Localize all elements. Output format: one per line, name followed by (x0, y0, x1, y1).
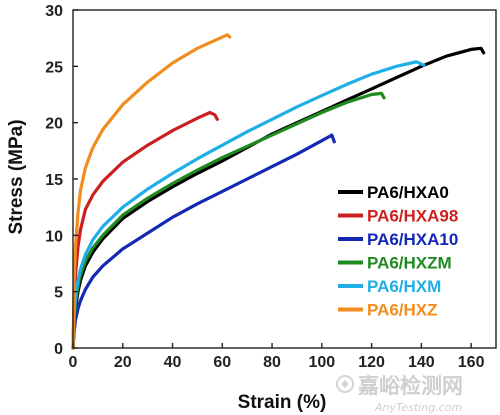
watermark-text-cn: 嘉峪检测网 (358, 374, 463, 398)
x-tick-label: 100 (308, 354, 335, 371)
legend-label: PA6/HXZM (367, 254, 452, 273)
x-tick-label: 0 (69, 354, 78, 371)
y-tick-label: 20 (45, 116, 63, 133)
y-tick-label: 5 (54, 285, 63, 302)
legend-label: PA6/HXA98 (367, 207, 458, 226)
watermark-text-en: AnyTesting.com (374, 401, 462, 414)
x-tick-label: 160 (458, 354, 485, 371)
x-tick-label: 80 (263, 354, 281, 371)
watermark-logo (336, 375, 354, 393)
x-tick-label: 60 (213, 354, 231, 371)
x-tick-label: 20 (114, 354, 132, 371)
series-line-pa6-hxm (71, 60, 426, 350)
legend-label: PA6/HXA10 (367, 230, 458, 249)
y-tick-label: 0 (54, 341, 63, 358)
x-tick-label: 140 (408, 354, 435, 371)
legend-label: PA6/HXM (367, 277, 441, 296)
y-tick-label: 25 (45, 59, 63, 76)
legend-label: PA6/HXZ (367, 301, 438, 320)
y-tick-label: 15 (45, 172, 63, 189)
y-tick-label: 10 (45, 228, 63, 245)
legend-label: PA6/HXA0 (367, 183, 449, 202)
x-tick-label: 40 (164, 354, 182, 371)
legend: PA6/HXA0 PA6/HXA98 PA6/HXA10 PA6/HXZM PA6/HX… (338, 183, 458, 320)
y-axis-title: Stress (MPa) (6, 119, 27, 234)
series-line-pa6-hxa98 (71, 110, 219, 350)
watermark: 嘉峪检测网 AnyTesting.com (336, 374, 463, 414)
x-tick-label: 120 (358, 354, 385, 371)
axes: 0 20 40 60 80 100 120 140 160 0 5 10 15 20 25 30 (45, 3, 497, 371)
y-tick-label: 30 (45, 3, 63, 20)
x-axis-title: Strain (%) (238, 392, 327, 413)
series-line-pa6-hxa10 (71, 133, 336, 350)
